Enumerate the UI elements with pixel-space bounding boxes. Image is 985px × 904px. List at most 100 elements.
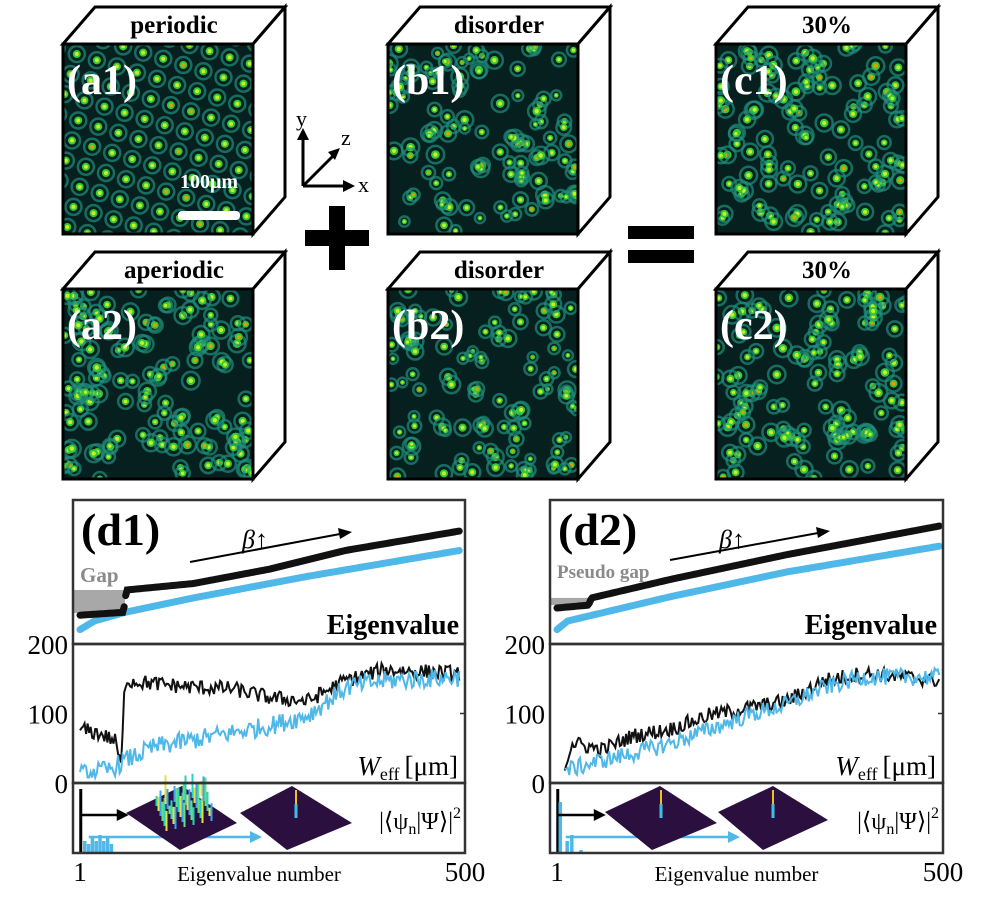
overlap-superscript: 2 (453, 805, 461, 822)
weff-series-blue (564, 665, 941, 778)
weff-unit: [μm] (405, 751, 458, 781)
overlap-bar-blue (565, 841, 569, 853)
mode-surface-plot (718, 786, 828, 850)
overlap-bar-blue (86, 844, 91, 853)
plus-sign (305, 206, 369, 270)
panel-label-a1: (a1) (67, 58, 137, 104)
cube-a1: periodic (a1) 100μm (59, 2, 289, 239)
cube-header-a1: periodic (130, 12, 218, 39)
panel-label: (d2) (558, 504, 637, 555)
field-cubes: periodic (a1) 100μm disorder (b1) 30% (c1) aper… (59, 2, 942, 484)
overlap-bar-blue (90, 838, 95, 853)
y-tick-label: 200 (28, 630, 69, 660)
panel-label: (d1) (81, 504, 160, 555)
overlap-psi: |⟨ψ (379, 809, 408, 835)
weff-title: Weff [μm] (357, 751, 458, 784)
cube-c1: 30% (c1) (712, 2, 942, 239)
cube-b2: disorder (b2) (384, 247, 614, 484)
eigenvalue-series-blue (76, 547, 463, 634)
eigenvalue-series-black (76, 603, 128, 619)
overlap-bar-blue (83, 841, 87, 853)
overlap-bar-blue (109, 844, 114, 853)
overlap-psi-big: |Ψ⟩| (894, 809, 931, 835)
overlap-title: |⟨ψn|Ψ⟩|2 (857, 805, 939, 838)
overlap-panel-frame (548, 781, 945, 855)
cube-side-face (576, 247, 612, 484)
overlap-psi-big: |Ψ⟩| (416, 809, 453, 835)
gap-label: Gap (80, 563, 119, 587)
xyz-axes-icon (297, 128, 355, 192)
beta-arrow (669, 532, 819, 561)
mode-surface-plot (240, 786, 352, 850)
x-tick-label: 1 (73, 857, 87, 887)
eigenvalue-series-blue (553, 542, 943, 634)
weff-series-black (79, 660, 461, 763)
overlap-bar-blue (105, 838, 110, 853)
overlap-bar-blue (102, 841, 106, 853)
overlap-bar-blue (98, 835, 102, 853)
y-tick-label: 100 (505, 700, 546, 730)
weff-symbol: W (835, 751, 860, 781)
scale-bar-label: 100μm (180, 171, 238, 193)
x-axis-label: Eigenvalue number (177, 862, 341, 886)
gap-shading (73, 590, 125, 614)
overlap-title: |⟨ψn|Ψ⟩|2 (379, 805, 461, 838)
overlap-psi: |⟨ψ (857, 809, 886, 835)
y-tick-label: 100 (28, 700, 69, 730)
x-tick-label: 500 (923, 857, 964, 887)
y-tick-label: 0 (55, 769, 69, 799)
equals-sign (628, 226, 694, 263)
weff-unit: [μm] (883, 751, 936, 781)
cube-header-a2: aperiodic (124, 257, 224, 284)
cube-a2: aperiodic (a2) (59, 247, 289, 484)
beta-label: β↑ (718, 525, 745, 554)
cube-header-c2: 30% (802, 257, 852, 284)
panel-label-c1: (c1) (720, 58, 788, 104)
gap-label: Pseudo gap (557, 562, 649, 583)
eigenvalue-title: Eigenvalue (327, 610, 459, 641)
weff-subscript: eff (380, 764, 400, 784)
x-tick-label: 500 (445, 857, 486, 887)
intensity-field-image (716, 44, 906, 234)
overlap-panel-frame (71, 781, 467, 855)
weff-subscript: eff (858, 764, 878, 784)
overlap-superscript: 2 (931, 805, 939, 822)
overlap-subscript: n (886, 821, 894, 838)
weff-series-blue (79, 669, 461, 782)
overlap-bar-blue (579, 850, 583, 853)
plot-d1: (d1) Gap β↑ Eigenvalue Weff [μm] |⟨ψn|Ψ⟩|2 200 1… (28, 498, 486, 887)
panel-label-a2: (a2) (67, 303, 137, 349)
eigenvalue-series-black (553, 522, 943, 612)
intensity-field-image (388, 44, 578, 234)
intensity-field-image (388, 289, 578, 479)
cube-c2: 30% (c2) (712, 247, 942, 484)
eigenvalue-title: Eigenvalue (805, 610, 937, 641)
intensity-field-image (716, 289, 906, 479)
cube-b1: disorder (b1) (384, 2, 614, 239)
cube-side-face (904, 247, 940, 484)
axis-y-label: y (296, 106, 307, 131)
eigenvalue-series-black (122, 527, 463, 600)
axis-x-label: x (358, 172, 369, 197)
weff-title: Weff [μm] (835, 751, 936, 784)
overlap-bar-blue (94, 841, 98, 853)
cube-side-face (251, 2, 287, 239)
x-tick-label: 1 (550, 857, 564, 887)
intensity-field-image (63, 44, 253, 234)
x-axis-label: Eigenvalue number (655, 862, 819, 886)
weff-symbol: W (357, 751, 382, 781)
beta-label: β↑ (241, 525, 268, 554)
intensity-field-image (63, 289, 253, 479)
overlap-bar-blue (570, 835, 574, 853)
cube-side-face (251, 247, 287, 484)
panel-label-b1: (b1) (392, 58, 464, 104)
cube-side-face (576, 2, 612, 239)
y-tick-label: 0 (532, 769, 546, 799)
panel-label-c2: (c2) (720, 303, 788, 349)
gap-shading (550, 597, 591, 606)
panel-label-b2: (b2) (392, 303, 464, 349)
cube-header-b2: disorder (454, 257, 544, 284)
cube-header-c1: 30% (802, 12, 852, 39)
cube-side-face (904, 2, 940, 239)
